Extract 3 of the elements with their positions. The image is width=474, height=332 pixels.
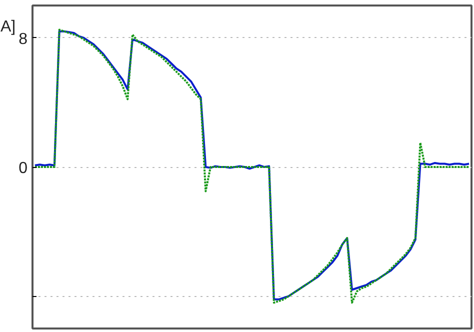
y-tick-label: 8: [18, 30, 28, 48]
y-tick-label: 0: [18, 160, 28, 177]
y-axis-title: A]: [0, 18, 16, 36]
